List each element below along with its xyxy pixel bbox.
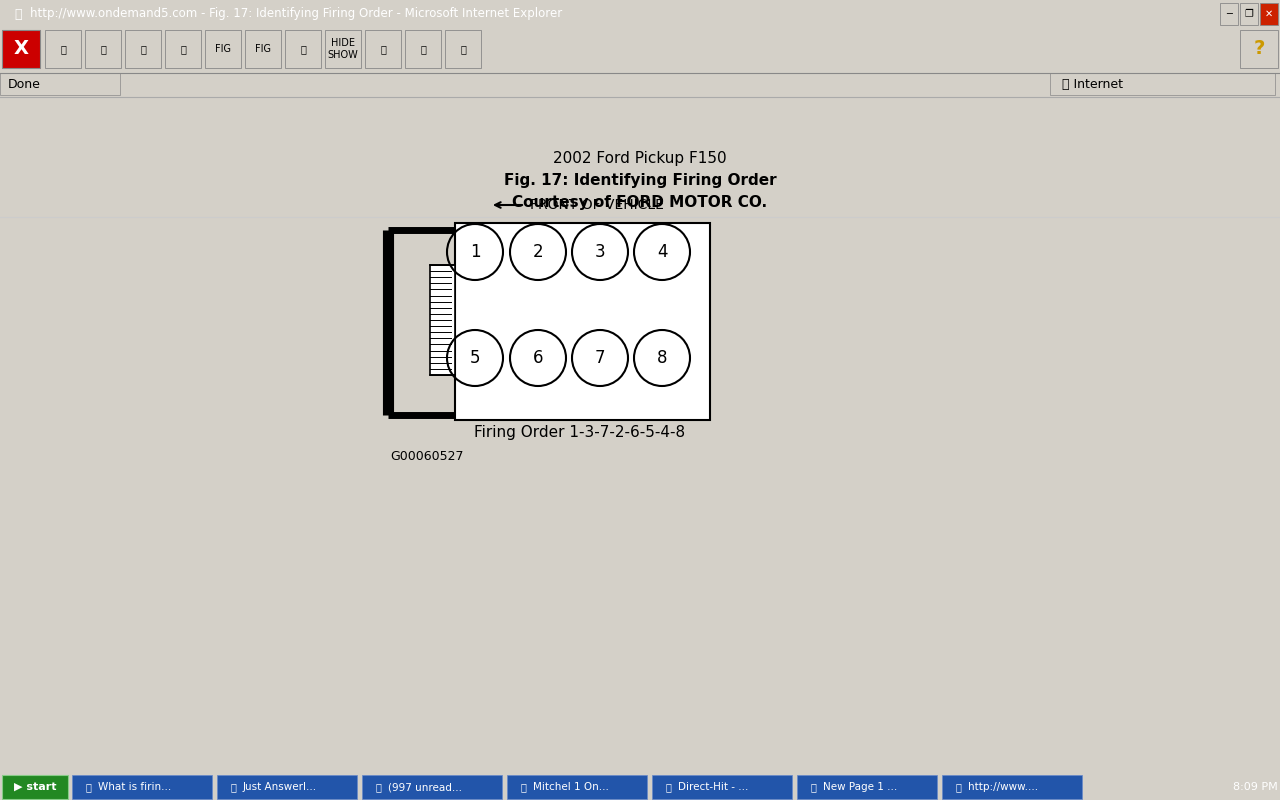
Bar xyxy=(1240,30,1277,68)
Text: G00060527: G00060527 xyxy=(390,450,463,462)
Text: 🖨: 🖨 xyxy=(460,44,466,54)
Bar xyxy=(45,30,81,68)
Bar xyxy=(325,30,361,68)
Text: 🔍: 🔍 xyxy=(300,44,306,54)
Bar xyxy=(942,775,1082,799)
Bar xyxy=(507,775,646,799)
Text: 🔍: 🔍 xyxy=(100,44,106,54)
Text: 📄: 📄 xyxy=(955,782,961,792)
Text: http://www.ondemand5.com - Fig. 17: Identifying Firing Order - Microsoft Interne: http://www.ondemand5.com - Fig. 17: Iden… xyxy=(29,7,562,21)
Text: 📄: 📄 xyxy=(810,782,815,792)
Bar xyxy=(84,30,122,68)
Text: Mitchel 1 On...: Mitchel 1 On... xyxy=(532,782,609,792)
Text: ✕: ✕ xyxy=(1265,9,1274,19)
Bar xyxy=(0,73,120,95)
Text: HIDE
SHOW: HIDE SHOW xyxy=(328,38,358,60)
Bar xyxy=(1240,3,1258,25)
Text: 📌: 📌 xyxy=(380,44,387,54)
Text: (997 unread...: (997 unread... xyxy=(388,782,462,792)
Text: 8:09 PM: 8:09 PM xyxy=(1233,782,1277,792)
Text: 🔍: 🔍 xyxy=(60,44,67,54)
Text: 📋: 📋 xyxy=(180,44,186,54)
Bar xyxy=(285,30,321,68)
Text: 2: 2 xyxy=(532,243,543,261)
Text: 📄: 📄 xyxy=(140,44,146,54)
Text: FIG: FIG xyxy=(215,44,230,54)
Text: 📄: 📄 xyxy=(520,782,526,792)
Text: 📄: 📄 xyxy=(666,782,671,792)
Bar xyxy=(218,775,357,799)
Text: Fig. 17: Identifying Firing Order: Fig. 17: Identifying Firing Order xyxy=(504,173,776,187)
Bar xyxy=(165,30,201,68)
Text: Just Answerl...: Just Answerl... xyxy=(243,782,317,792)
Bar xyxy=(365,30,401,68)
Bar xyxy=(244,30,282,68)
Text: 📄: 📄 xyxy=(230,782,236,792)
Text: Courtesy of FORD MOTOR CO.: Courtesy of FORD MOTOR CO. xyxy=(512,194,768,210)
Bar xyxy=(3,30,40,68)
Bar xyxy=(454,223,710,420)
Text: ▶ start: ▶ start xyxy=(14,782,56,792)
Bar xyxy=(205,30,241,68)
Bar xyxy=(72,775,212,799)
Text: New Page 1 ...: New Page 1 ... xyxy=(823,782,897,792)
Text: 8: 8 xyxy=(657,349,667,367)
Text: FIG: FIG xyxy=(255,44,271,54)
Text: http://www....: http://www.... xyxy=(968,782,1038,792)
Text: 2002 Ford Pickup F150: 2002 Ford Pickup F150 xyxy=(553,150,727,166)
Bar xyxy=(797,775,937,799)
Text: ❐: ❐ xyxy=(1244,9,1253,19)
Bar xyxy=(430,265,454,375)
Text: What is firin...: What is firin... xyxy=(99,782,172,792)
Text: 4: 4 xyxy=(657,243,667,261)
Bar xyxy=(362,775,502,799)
Text: ?: ? xyxy=(1253,39,1265,58)
Text: 1: 1 xyxy=(470,243,480,261)
Bar xyxy=(3,775,68,799)
Bar xyxy=(1220,3,1238,25)
Bar xyxy=(652,775,792,799)
Bar xyxy=(404,30,442,68)
Text: 5: 5 xyxy=(470,349,480,367)
Text: FRONT OF VEHICLE: FRONT OF VEHICLE xyxy=(530,198,664,212)
Text: Direct-Hit - ...: Direct-Hit - ... xyxy=(678,782,749,792)
Bar xyxy=(125,30,161,68)
Bar xyxy=(445,30,481,68)
Text: 🌐: 🌐 xyxy=(14,7,22,21)
Bar xyxy=(1260,3,1277,25)
Text: 📄: 📄 xyxy=(84,782,91,792)
Text: ─: ─ xyxy=(1226,9,1231,19)
Text: 📄: 📄 xyxy=(375,782,381,792)
Text: X: X xyxy=(14,39,28,58)
Text: Firing Order 1-3-7-2-6-5-4-8: Firing Order 1-3-7-2-6-5-4-8 xyxy=(475,425,686,439)
Text: 7: 7 xyxy=(595,349,605,367)
Text: 🌐 Internet: 🌐 Internet xyxy=(1062,78,1123,90)
Text: Done: Done xyxy=(8,78,41,90)
Text: 🔄: 🔄 xyxy=(420,44,426,54)
Text: 3: 3 xyxy=(595,243,605,261)
Bar xyxy=(1050,73,1275,95)
Text: 6: 6 xyxy=(532,349,543,367)
